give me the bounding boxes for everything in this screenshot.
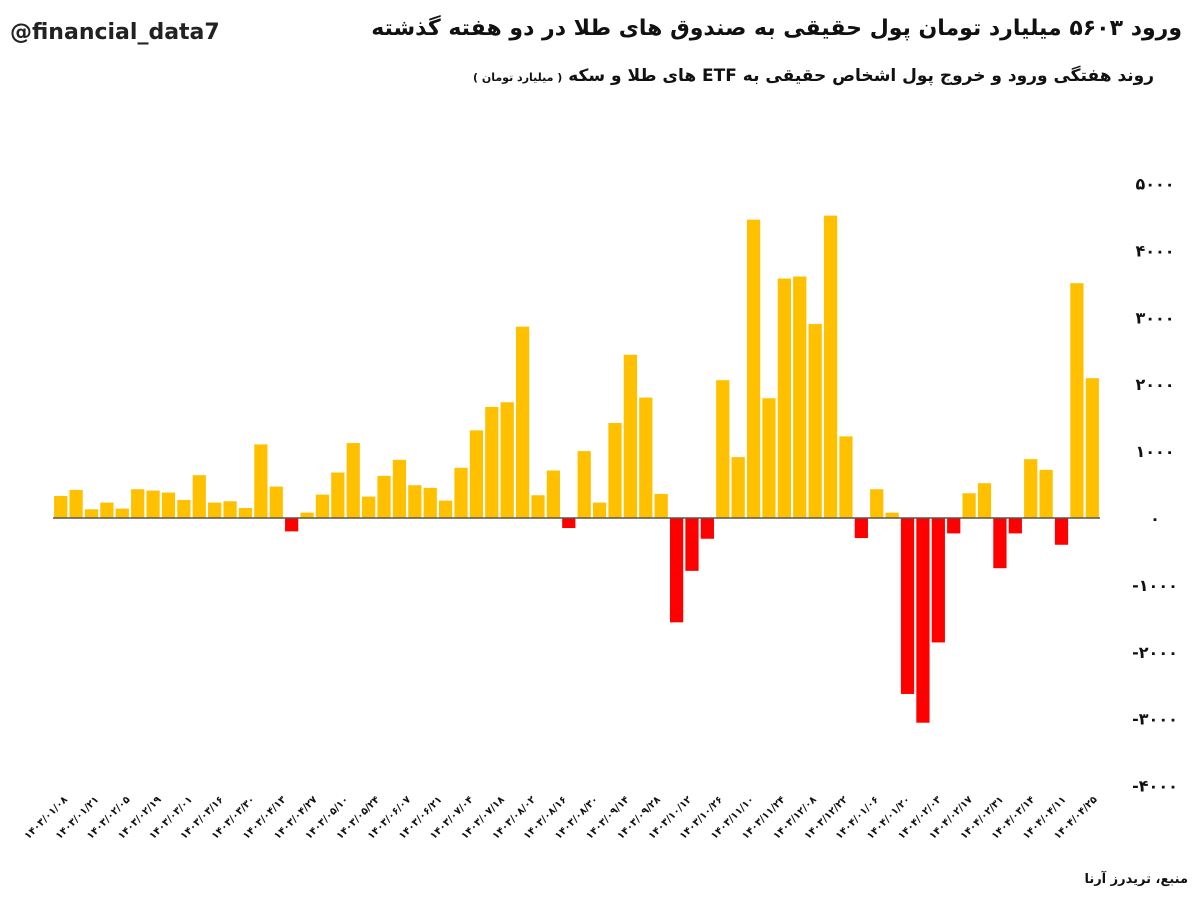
bar-67 — [1085, 378, 1099, 518]
bar-5 — [131, 489, 145, 518]
bar-62 — [1008, 518, 1022, 534]
bar-22 — [392, 459, 407, 518]
bar-51 — [839, 436, 853, 518]
y-tick-label: ۳۰۰۰ — [1135, 308, 1174, 327]
y-tick-label: ۱۰۰۰ — [1135, 442, 1174, 461]
y-tick-label: -۴۰۰۰ — [1132, 777, 1178, 796]
bar-56 — [916, 518, 930, 723]
bar-4 — [115, 508, 129, 518]
bar-9 — [192, 475, 206, 518]
bar-53 — [870, 489, 884, 518]
bar-44 — [731, 457, 745, 518]
bar-3 — [100, 502, 114, 518]
bar-2 — [84, 509, 99, 518]
bar-18 — [331, 472, 345, 518]
bar-12 — [238, 507, 253, 518]
x-axis-ticks: ۱۴۰۳/۰۱/۰۸۱۴۰۳/۰۱/۲۱۱۴۰۳/۰۲/۰۵۱۴۰۳/۰۲/۱۹… — [23, 794, 1100, 841]
bar-64 — [1039, 469, 1053, 518]
bar-33 — [562, 518, 576, 529]
y-tick-label: ۰ — [1150, 509, 1160, 528]
y-tick-label: ۲۰۰۰ — [1135, 375, 1174, 394]
bar-41 — [685, 518, 699, 571]
bar-60 — [977, 483, 992, 518]
bar-19 — [346, 443, 360, 518]
bar-24 — [423, 487, 437, 518]
bar-14 — [269, 486, 283, 518]
source-label: منبع، تریدرز آرنا — [1084, 872, 1188, 887]
bar-25 — [439, 500, 453, 518]
y-tick-label: -۳۰۰۰ — [1132, 710, 1178, 729]
bar-23 — [408, 485, 422, 518]
y-tick-label: -۲۰۰۰ — [1132, 643, 1178, 662]
subtitle-text: روند هفتگی ورود و خروج پول اشخاص حقیقی ب… — [568, 66, 1154, 86]
bar-35 — [592, 502, 607, 518]
bar-15 — [285, 518, 299, 532]
y-axis-ticks: ۵۰۰۰ ۴۰۰۰ ۳۰۰۰ ۲۰۰۰ ۱۰۰۰ ۰ -۱۰۰۰ -۲۰۰۰ -۳۰۰۰ -۴۰۰… — [1132, 175, 1178, 796]
unit-label: ( میلیارد تومان ) — [473, 71, 563, 84]
bar-13 — [254, 444, 268, 518]
bar-17 — [315, 494, 330, 518]
bar-58 — [947, 518, 961, 534]
bar-40 — [669, 518, 684, 623]
bar-28 — [485, 406, 499, 518]
bar-0 — [54, 495, 68, 518]
bar-26 — [454, 467, 468, 518]
bar-20 — [362, 496, 376, 518]
y-tick-label: ۵۰۰۰ — [1135, 175, 1174, 194]
bar-21 — [377, 475, 391, 518]
bar-66 — [1070, 283, 1084, 518]
bar-55 — [900, 518, 915, 694]
bar-30 — [515, 326, 530, 518]
bar-52 — [854, 518, 868, 539]
bar-7 — [161, 492, 176, 518]
chart-subtitle: روند هفتگی ورود و خروج پول اشخاص حقیقی ب… — [473, 66, 1154, 86]
account-handle: @financial_data7 — [10, 20, 220, 45]
bar-32 — [546, 470, 561, 518]
bar-48 — [793, 276, 807, 518]
bar-47 — [777, 278, 791, 518]
bar-42 — [700, 518, 714, 539]
bar-61 — [993, 518, 1007, 569]
bar-63 — [1024, 459, 1038, 518]
y-tick-label: -۱۰۰۰ — [1132, 576, 1178, 595]
bar-50 — [823, 215, 838, 519]
bar-37 — [623, 354, 638, 518]
bar-1 — [69, 489, 83, 518]
bar-11 — [223, 501, 237, 518]
bar-6 — [146, 490, 160, 518]
bars-group — [54, 215, 1099, 723]
bar-39 — [654, 493, 668, 518]
bar-65 — [1054, 518, 1069, 545]
bar-43 — [716, 380, 730, 518]
bar-57 — [931, 518, 945, 643]
bar-38 — [639, 397, 653, 518]
bar-10 — [208, 502, 222, 518]
bar-54 — [885, 512, 899, 518]
bar-34 — [577, 451, 591, 518]
bar-59 — [962, 493, 976, 518]
bar-29 — [500, 402, 514, 518]
bar-36 — [608, 423, 622, 518]
chart-title: ورود ۵۶۰۳ میلیارد تومان پول حقیقی به صند… — [371, 16, 1182, 41]
bar-46 — [762, 398, 776, 518]
bar-27 — [469, 430, 484, 518]
bar-16 — [300, 512, 314, 518]
y-tick-label: ۴۰۰۰ — [1135, 241, 1174, 260]
bar-31 — [531, 495, 545, 518]
bar-45 — [746, 219, 761, 518]
bar-8 — [177, 499, 191, 518]
bar-49 — [808, 323, 822, 518]
